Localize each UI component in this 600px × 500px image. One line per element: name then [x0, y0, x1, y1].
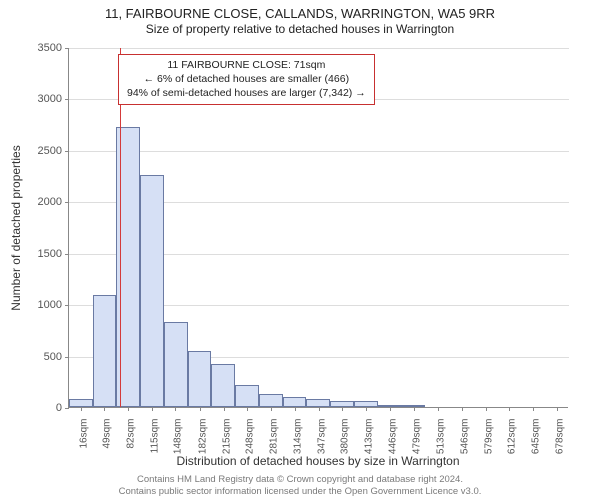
gridline	[69, 151, 569, 152]
xtick-label: 678sqm	[554, 419, 565, 469]
chart-area: Number of detached properties 0500100015…	[68, 48, 568, 408]
title-block: 11, FAIRBOURNE CLOSE, CALLANDS, WARRINGT…	[0, 0, 600, 36]
xtick-label: 645sqm	[531, 419, 542, 469]
histogram-bar	[211, 364, 235, 407]
xtick-mark	[557, 407, 558, 411]
ytick-label: 2500	[12, 145, 62, 157]
xtick-label: 82sqm	[125, 419, 136, 469]
xtick-mark	[175, 407, 176, 411]
y-axis-label: Number of detached properties	[9, 145, 23, 310]
xtick-mark	[104, 407, 105, 411]
page-title: 11, FAIRBOURNE CLOSE, CALLANDS, WARRINGT…	[0, 6, 600, 21]
ytick-mark	[65, 48, 69, 49]
histogram-bar	[164, 322, 188, 407]
xtick-mark	[200, 407, 201, 411]
xtick-mark	[462, 407, 463, 411]
info-line-1: 11 FAIRBOURNE CLOSE: 71sqm	[127, 58, 366, 72]
xtick-mark	[128, 407, 129, 411]
xtick-label: 612sqm	[507, 419, 518, 469]
histogram-bar	[188, 351, 212, 407]
ytick-label: 500	[12, 351, 62, 363]
histogram-bar	[306, 399, 330, 407]
ytick-label: 1500	[12, 248, 62, 260]
xtick-mark	[152, 407, 153, 411]
xtick-mark	[295, 407, 296, 411]
info-line-3: 94% of semi-detached houses are larger (…	[127, 86, 366, 100]
ytick-mark	[65, 357, 69, 358]
histogram-bar	[69, 399, 93, 407]
xtick-mark	[81, 407, 82, 411]
xtick-label: 546sqm	[459, 419, 470, 469]
xtick-label: 49sqm	[102, 419, 113, 469]
xtick-label: 115sqm	[149, 419, 160, 469]
ytick-label: 1000	[12, 299, 62, 311]
histogram-bar	[259, 394, 283, 407]
footer-line-1: Contains HM Land Registry data © Crown c…	[0, 474, 600, 486]
footer-line-2: Contains public sector information licen…	[0, 486, 600, 498]
gridline	[69, 48, 569, 49]
marker-info-box: 11 FAIRBOURNE CLOSE: 71sqm ← 6% of detac…	[118, 54, 375, 105]
ytick-mark	[65, 99, 69, 100]
histogram-bar	[283, 397, 307, 407]
histogram-bar	[93, 295, 117, 407]
xtick-mark	[533, 407, 534, 411]
xtick-mark	[486, 407, 487, 411]
ytick-label: 3500	[12, 42, 62, 54]
xtick-label: 579sqm	[483, 419, 494, 469]
histogram-bar	[235, 385, 259, 407]
xtick-mark	[247, 407, 248, 411]
ytick-mark	[65, 408, 69, 409]
histogram-bar	[140, 175, 164, 407]
xtick-mark	[438, 407, 439, 411]
xtick-mark	[342, 407, 343, 411]
ytick-mark	[65, 202, 69, 203]
ytick-mark	[65, 151, 69, 152]
info-line-2: ← 6% of detached houses are smaller (466…	[127, 72, 366, 86]
ytick-label: 2000	[12, 196, 62, 208]
ytick-mark	[65, 254, 69, 255]
ytick-label: 0	[12, 402, 62, 414]
xtick-mark	[390, 407, 391, 411]
xtick-label: 16sqm	[78, 419, 89, 469]
x-axis-label: Distribution of detached houses by size …	[176, 454, 459, 468]
xtick-mark	[509, 407, 510, 411]
xtick-mark	[366, 407, 367, 411]
xtick-mark	[271, 407, 272, 411]
footer: Contains HM Land Registry data © Crown c…	[0, 474, 600, 498]
xtick-mark	[319, 407, 320, 411]
xtick-mark	[414, 407, 415, 411]
ytick-label: 3000	[12, 93, 62, 105]
xtick-mark	[224, 407, 225, 411]
page-subtitle: Size of property relative to detached ho…	[0, 22, 600, 36]
ytick-mark	[65, 305, 69, 306]
